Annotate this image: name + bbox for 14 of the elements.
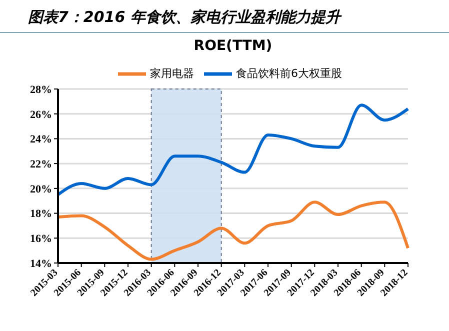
y-tick-label: 26% [30,108,52,121]
y-tick-label: 18% [30,208,52,220]
line-series [56,104,410,196]
y-tick-label: 20% [30,183,52,196]
chart-subtitle: ROE(TTM) [192,38,274,54]
legend-label: 家用电器 [150,67,194,80]
chart-title: 图表7：2016 年食饮、家电行业盈利能力提升 [28,8,340,27]
y-tick-label: 24% [30,134,52,146]
y-tick-label: 28% [30,84,52,96]
y-tick-label: 14% [30,258,52,270]
y-tick-label: 22% [30,158,52,170]
line-series [56,200,410,261]
y-tick-label: 16% [30,233,52,246]
legend-label: 食品饮料前6大权重股 [236,67,342,80]
